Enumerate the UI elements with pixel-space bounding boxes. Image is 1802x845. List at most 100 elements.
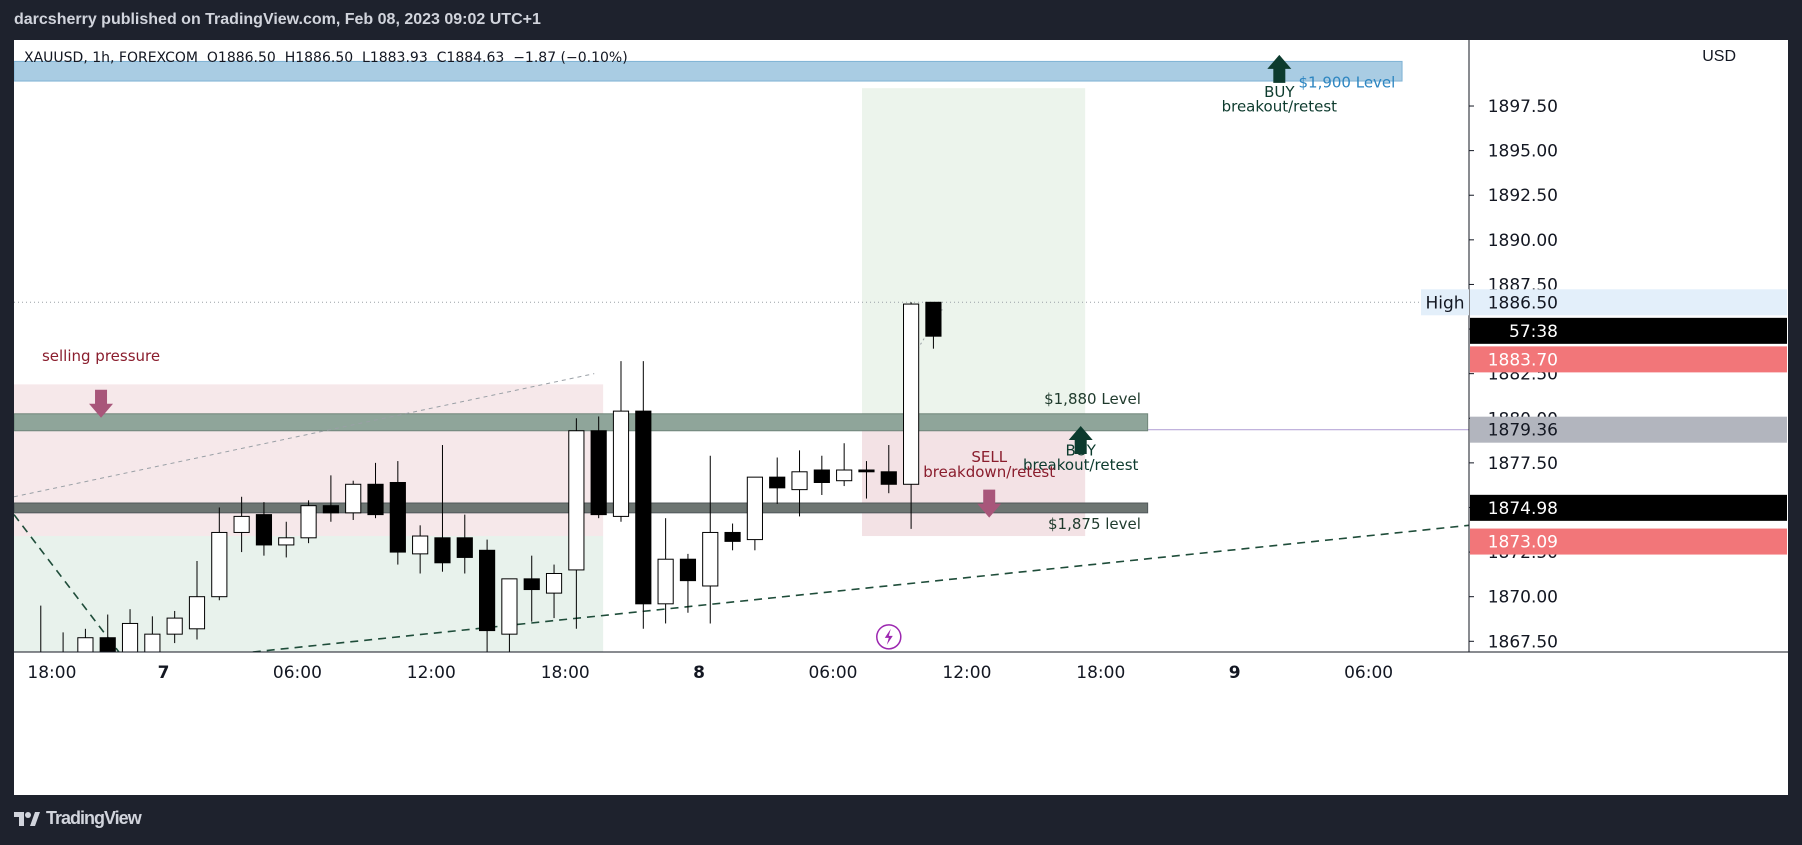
level-1875-price-label-bg xyxy=(1470,494,1787,521)
annotation-label: breakout/retest xyxy=(1023,456,1139,474)
time-tick-label: 06:00 xyxy=(273,663,322,683)
candle xyxy=(724,523,741,551)
candle xyxy=(233,496,250,553)
countdown-label-bg xyxy=(1470,317,1787,344)
time-tick-label: 18:00 xyxy=(1076,663,1125,683)
candle xyxy=(188,561,206,640)
candle-body-down xyxy=(635,410,652,605)
candle-body-down xyxy=(99,637,116,655)
candle xyxy=(612,361,630,522)
candle xyxy=(635,361,652,629)
event-icon-bolt xyxy=(884,628,893,645)
time-tick-label: 06:00 xyxy=(808,663,857,683)
candle-body-down xyxy=(367,483,384,516)
candle xyxy=(166,610,183,644)
candle xyxy=(858,461,875,499)
candle-body-up xyxy=(746,476,763,541)
grey-projection-line xyxy=(14,373,595,498)
candle-body-down xyxy=(523,578,540,591)
candle xyxy=(367,462,384,519)
selling-pressure-arrow xyxy=(89,389,114,418)
candle xyxy=(925,301,942,349)
price-labels: 1886.50 57:38 1883.70 1879.36 1874.98 1873.09 xyxy=(1470,289,1787,555)
annotation-label: SELL xyxy=(971,448,1007,466)
candle-body-down xyxy=(858,469,875,473)
candle xyxy=(746,476,763,551)
buy-1880-arrow xyxy=(1068,425,1093,454)
candle xyxy=(523,555,540,622)
annotation-label: BUY xyxy=(1264,83,1295,101)
pivot-price-label: 1879.36 xyxy=(1488,421,1558,441)
candle-body-up xyxy=(412,535,429,555)
candle-body-up xyxy=(836,469,853,482)
candle xyxy=(590,416,607,519)
candle-body-up xyxy=(791,471,808,491)
trend-price-label-bg xyxy=(1470,528,1787,555)
candle-body-up xyxy=(144,633,161,653)
price-tick-label: 1897.50 xyxy=(1488,97,1558,117)
price-tick-label: 1890.00 xyxy=(1488,231,1558,251)
time-tick-label: 7 xyxy=(158,663,170,683)
lightning-event-icon xyxy=(876,624,902,650)
time-tick-label: 9 xyxy=(1229,663,1241,683)
high-price-label: 1886.50 xyxy=(1488,293,1558,313)
trade-profit-zone xyxy=(862,88,1086,431)
candle-body-up xyxy=(278,537,295,546)
candle-body-up xyxy=(345,483,362,514)
time-tick-label: 8 xyxy=(693,663,705,683)
candle xyxy=(255,502,273,556)
candle-body-down xyxy=(880,471,897,485)
candle xyxy=(769,457,786,504)
currency-label[interactable]: USD xyxy=(1702,48,1736,65)
candle-body-down xyxy=(590,430,607,516)
annotation-label: $1,880 Level xyxy=(1044,390,1141,408)
candle-body-up xyxy=(211,531,228,598)
candle xyxy=(545,564,563,619)
high-tag-label: High xyxy=(1425,293,1464,313)
candle xyxy=(322,475,339,522)
top-bar: darcsherry published on TradingView.com,… xyxy=(0,0,1802,40)
candle-body-down xyxy=(813,469,830,483)
chart-canvas[interactable]: selling pressure$1,880 LevelBUYbreakout/… xyxy=(14,40,1788,795)
trade-loss-zone xyxy=(862,430,1086,537)
price-tick-label: 1870.00 xyxy=(1488,588,1558,608)
price-tick-label: 1867.50 xyxy=(1488,632,1558,652)
candle xyxy=(412,525,429,574)
time-tick-label: 12:00 xyxy=(942,663,991,683)
falling-trendline xyxy=(14,514,120,653)
tradingview-logo-icon xyxy=(14,811,40,826)
candle-body-up xyxy=(545,572,563,594)
candle xyxy=(501,578,518,654)
price-tick-label: 1877.50 xyxy=(1488,454,1558,474)
price-tick-label: 1892.50 xyxy=(1488,186,1558,206)
candle xyxy=(345,480,362,520)
candle-body-up xyxy=(188,596,206,630)
candle-body-down xyxy=(769,476,786,489)
footer: TradingView xyxy=(14,808,142,829)
time-tick-label: 12:00 xyxy=(407,663,456,683)
pivot-price-label-bg xyxy=(1470,416,1787,443)
candle-body-down xyxy=(724,531,741,542)
candle xyxy=(456,514,473,574)
candle-body-up xyxy=(300,505,317,539)
candle xyxy=(657,518,674,624)
buy-1900-arrow xyxy=(1267,54,1292,83)
candle-body-down xyxy=(456,537,473,558)
chart-area[interactable]: selling pressure $1,880 Level BUY breakout/… xyxy=(14,40,1788,795)
last-price-label-bg xyxy=(1470,346,1787,373)
time-tick-label: 18:00 xyxy=(27,663,76,683)
annotation-label: breakdown/retest xyxy=(923,463,1055,481)
candle-body-up xyxy=(657,558,674,605)
candle xyxy=(813,455,830,495)
high-tag-bg xyxy=(1421,289,1469,316)
price-tick-label: 1895.00 xyxy=(1488,142,1558,162)
candle-body-down xyxy=(255,514,273,546)
publisher-caption: darcsherry published on TradingView.com,… xyxy=(14,11,541,28)
last-price-label: 1883.70 xyxy=(1488,350,1558,370)
candle-body-up xyxy=(568,430,585,571)
annotation-label: selling pressure xyxy=(42,347,160,365)
candle xyxy=(278,521,295,558)
annotation-label: breakout/retest xyxy=(1222,97,1338,115)
time-tick-label: 06:00 xyxy=(1344,663,1393,683)
candle xyxy=(211,507,228,601)
